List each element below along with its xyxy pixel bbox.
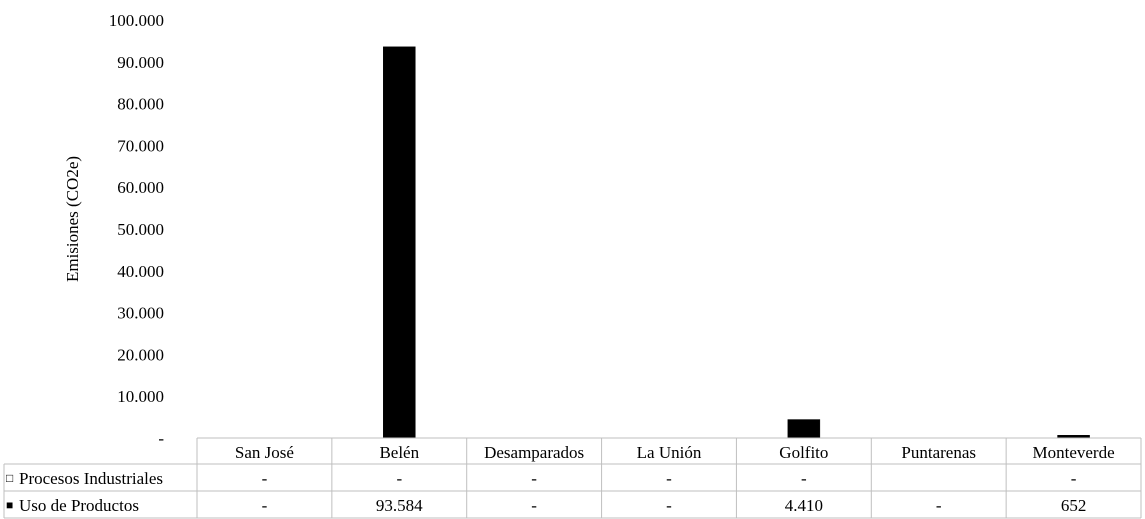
category-label: Belén xyxy=(379,443,419,462)
category-label: Monteverde xyxy=(1033,443,1115,462)
y-tick-label: 90.000 xyxy=(117,53,164,72)
y-tick-label: 60.000 xyxy=(117,178,164,197)
data-label: - xyxy=(936,496,942,515)
y-tick-label: 100.000 xyxy=(109,11,164,30)
data-table: San José Belén Desamparados La Unión Golfito… xyxy=(3,437,1142,519)
data-label: 652 xyxy=(1061,496,1087,515)
data-label: - xyxy=(396,469,402,488)
data-label: - xyxy=(666,496,672,515)
data-label: - xyxy=(531,496,537,515)
data-label: - xyxy=(1071,469,1077,488)
bar xyxy=(787,419,821,439)
data-label: 4.410 xyxy=(785,496,823,515)
series-name: Uso de Productos xyxy=(19,496,139,515)
legend-marker: ■ xyxy=(6,498,13,512)
y-tick-label: - xyxy=(158,429,164,448)
y-tick-label: 30.000 xyxy=(117,304,164,323)
category-label: Golfito xyxy=(779,443,828,462)
data-label: - xyxy=(262,496,268,515)
y-axis-label: Emisiones (CO2e) xyxy=(63,156,82,282)
data-label: - xyxy=(531,469,537,488)
bar xyxy=(383,46,416,439)
category-label: Desamparados xyxy=(484,443,584,462)
data-label: 93.584 xyxy=(376,496,423,515)
y-ticks: - 10.000 20.000 30.000 40.000 50.000 60.000 70.… xyxy=(109,11,165,448)
y-tick-label: 50.000 xyxy=(117,220,164,239)
y-tick-label: 10.000 xyxy=(117,387,164,406)
y-tick-label: 20.000 xyxy=(117,345,164,364)
category-label: San José xyxy=(235,443,294,462)
y-tick-label: 40.000 xyxy=(117,262,164,281)
bars xyxy=(383,46,1090,439)
data-label: - xyxy=(262,469,268,488)
y-tick-label: 70.000 xyxy=(117,136,164,155)
legend-marker: □ xyxy=(6,471,13,485)
series-name: Procesos Industriales xyxy=(19,469,163,488)
y-tick-label: 80.000 xyxy=(117,95,164,114)
data-label: - xyxy=(801,469,807,488)
data-label: - xyxy=(666,469,672,488)
category-label: Puntarenas xyxy=(901,443,976,462)
category-label: La Unión xyxy=(637,443,702,462)
